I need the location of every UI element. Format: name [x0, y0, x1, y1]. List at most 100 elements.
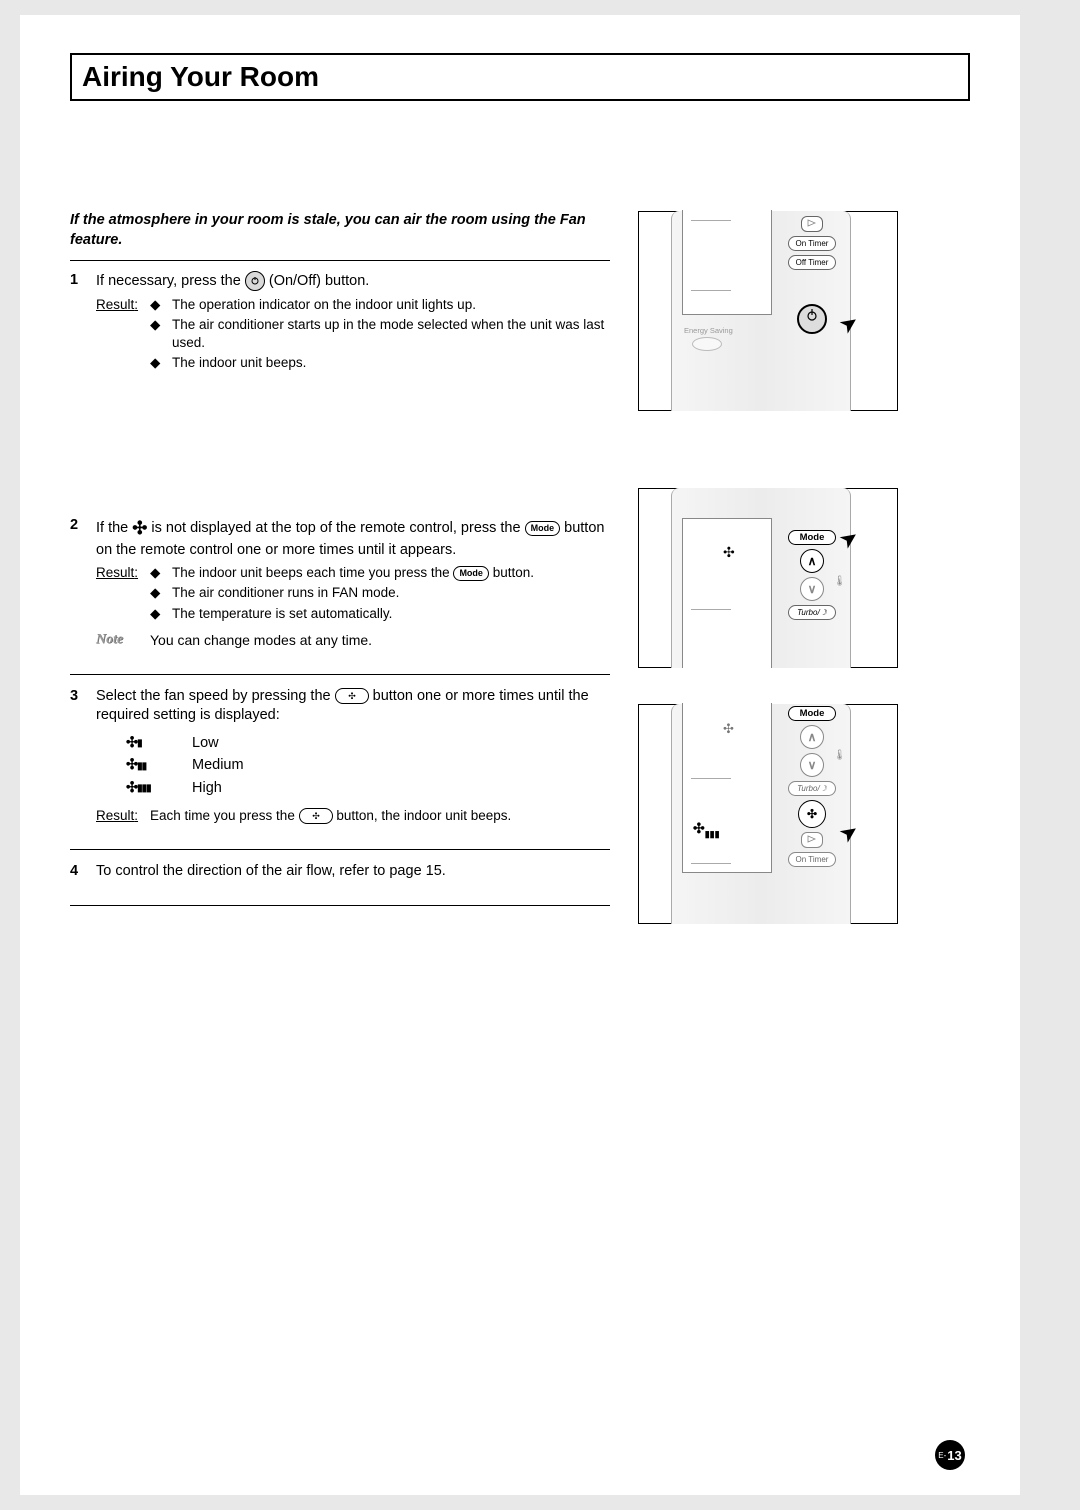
remote-body: ✣ ✣▮▮▮ Mode ∧ ∨ Turbo/☽ ✣: [671, 704, 851, 924]
result-item: The air conditioner runs in FAN mode.: [172, 584, 399, 602]
fan-icon: ✣: [132, 516, 147, 540]
separator: [70, 905, 610, 906]
fan-speed-levels: ✣▮ Low ✣▮▮ Medium ✣▮▮▮ High: [126, 734, 610, 799]
result-label: Result:: [96, 564, 140, 625]
step-body: To control the direction of the air flow…: [96, 862, 610, 882]
result-item: The operation indicator on the indoor un…: [172, 296, 476, 314]
step3-result-b: button, the indoor unit beeps.: [336, 808, 511, 823]
result-label: Result:: [96, 296, 140, 375]
step4-text: To control the direction of the air flow…: [96, 863, 446, 879]
step-body: If necessary, press the (On/Off) button.…: [96, 271, 610, 374]
diamond-icon: ◆: [150, 316, 164, 352]
remote-screen: [682, 210, 772, 315]
result-item: The air conditioner starts up in the mod…: [172, 316, 610, 352]
mode-button: Mode: [788, 706, 836, 721]
fan-low-icon: ✣▮: [126, 734, 164, 754]
temp-down-button: ∨: [800, 753, 824, 777]
fan-level-low: ✣▮ Low: [126, 734, 610, 754]
result-items: ◆ The indoor unit beeps each time you pr…: [150, 564, 610, 625]
fan-icon: ✣: [723, 721, 734, 737]
fan-level-high: ✣▮▮▮ High: [126, 779, 610, 799]
remote-body: ✣ Mode ∧ ∨ Turbo/☽ 🌡 ➤: [671, 488, 851, 668]
step2-text-c: press the: [461, 520, 521, 536]
step-body: Select the fan speed by pressing the ✣ b…: [96, 687, 610, 825]
page-prefix: E-: [938, 1451, 946, 1460]
step1-text-a: If necessary, press the: [96, 273, 241, 289]
svg-text:✣: ✣: [348, 691, 356, 701]
fan-low-label: Low: [192, 734, 219, 754]
temp-up-button: ∧: [800, 549, 824, 573]
fan-medium-label: Medium: [192, 756, 244, 776]
fan-speed-button: ✣: [798, 800, 826, 828]
step-1: 1 If necessary, press the (On/Off) butto…: [70, 271, 610, 386]
remote-buttons: Mode ∧ ∨ Turbo/☽ ✣ On Timer: [788, 706, 836, 867]
separator: [70, 674, 610, 675]
mode-button-icon: Mode: [453, 566, 489, 581]
mode-button-icon: Mode: [525, 521, 561, 536]
page-title: Airing Your Room: [82, 61, 958, 93]
step3-result: Result: Each time you press the ✣ button…: [96, 807, 610, 825]
manual-page: Airing Your Room If the atmosphere in yo…: [20, 15, 1020, 1495]
step2-text-a: If the: [96, 520, 128, 536]
remote-body: Energy Saving On Timer Off Timer: [671, 211, 851, 411]
result-items: Each time you press the ✣ button, the in…: [150, 807, 610, 825]
step-2: 2 If the ✣ is not displayed at the top o…: [70, 516, 610, 661]
step-3: 3 Select the fan speed by pressing the ✣…: [70, 687, 610, 837]
remote-panel-2: ✣ Mode ∧ ∨ Turbo/☽ 🌡 ➤: [638, 488, 898, 668]
power-button: [797, 304, 827, 334]
remote-buttons: Mode ∧ ∨ Turbo/☽: [788, 530, 836, 620]
step2-note: Note You can change modes at any time.: [96, 631, 610, 650]
fan-high-label: High: [192, 779, 222, 799]
content-columns: If the atmosphere in your room is stale,…: [70, 211, 970, 956]
swing-button: [801, 832, 823, 848]
power-icon: [245, 271, 265, 291]
temp-up-button: ∧: [800, 725, 824, 749]
energy-saving-button: [692, 337, 722, 351]
intro-text: If the atmosphere in your room is stale,…: [70, 211, 610, 261]
pointer-arrow-icon: ➤: [834, 817, 864, 849]
thermometer-icon: 🌡: [833, 576, 846, 587]
title-box: Airing Your Room: [70, 53, 970, 101]
step1-text-b: (On/Off) button.: [269, 273, 369, 289]
step3-text-a: Select the fan speed by pressing the: [96, 688, 331, 704]
pointer-arrow-icon: ➤: [834, 308, 864, 340]
fan-button-icon: ✣: [335, 688, 369, 704]
fan-medium-icon: ✣▮▮: [126, 756, 164, 776]
remote-screen: ✣ ✣▮▮▮: [682, 703, 772, 873]
step3-result-a: Each time you press the: [150, 808, 295, 823]
step-number: 2: [70, 516, 84, 649]
remote-panel-3: ✣ ✣▮▮▮ Mode ∧ ∨ Turbo/☽ ✣: [638, 704, 898, 924]
step1-result: Result: ◆ The operation indicator on the …: [96, 296, 610, 375]
temp-down-button: ∨: [800, 577, 824, 601]
pointer-arrow-icon: ➤: [834, 523, 864, 555]
step-number: 3: [70, 687, 84, 825]
mode-button: Mode: [788, 530, 836, 545]
fan-level-medium: ✣▮▮ Medium: [126, 756, 610, 776]
page-number: 13: [947, 1448, 961, 1463]
remote-buttons: On Timer Off Timer: [788, 216, 836, 334]
page-number-badge: E-13: [935, 1440, 965, 1470]
fan-high-icon: ✣▮▮▮: [126, 779, 164, 799]
step-number: 4: [70, 862, 84, 882]
remote-panel-1: Energy Saving On Timer Off Timer: [638, 211, 898, 411]
result-label: Result:: [96, 807, 140, 825]
note-label: Note: [96, 631, 140, 650]
result-item: The temperature is set automatically.: [172, 605, 392, 623]
note-text: You can change modes at any time.: [150, 631, 372, 650]
result-item: The indoor unit beeps each time you pres…: [172, 564, 534, 582]
fan-high-icon: ✣▮▮▮: [693, 820, 720, 840]
off-timer-button: Off Timer: [788, 255, 836, 270]
diamond-icon: ◆: [150, 354, 164, 372]
turbo-button: Turbo/☽: [788, 605, 836, 620]
thermometer-icon: 🌡: [833, 750, 846, 761]
remote-illustrations: Energy Saving On Timer Off Timer: [638, 211, 898, 956]
separator: [70, 849, 610, 850]
step2-result: Result: ◆ The indoor unit beeps each tim…: [96, 564, 610, 625]
turbo-button: Turbo/☽: [788, 781, 836, 796]
diamond-icon: ◆: [150, 564, 164, 582]
diamond-icon: ◆: [150, 296, 164, 314]
diamond-icon: ◆: [150, 584, 164, 602]
step-number: 1: [70, 271, 84, 374]
step-4: 4 To control the direction of the air fl…: [70, 862, 610, 894]
instructions-column: If the atmosphere in your room is stale,…: [70, 211, 610, 956]
